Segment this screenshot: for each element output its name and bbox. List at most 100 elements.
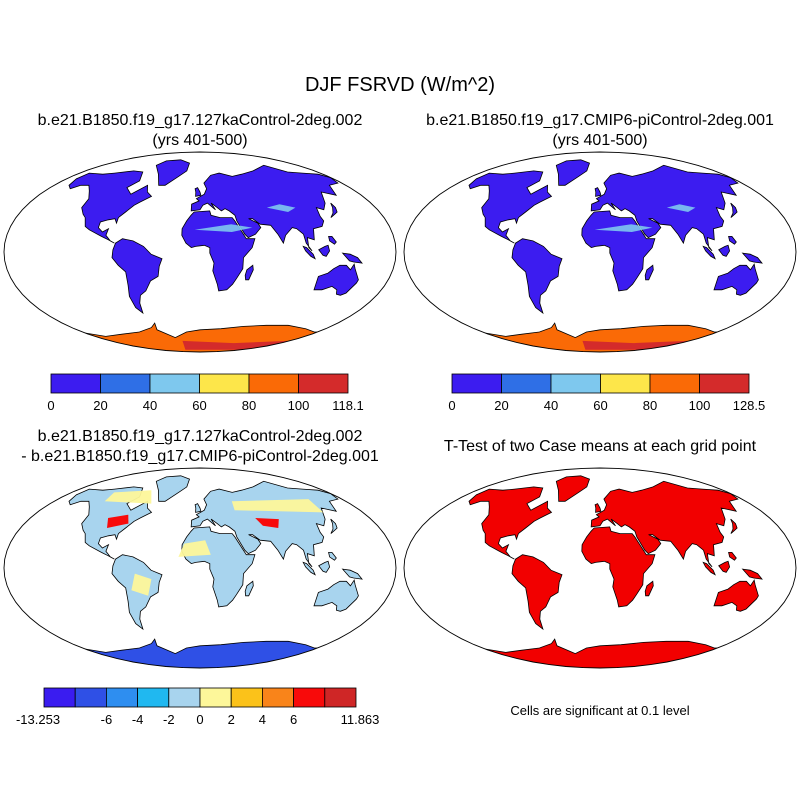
colorbar-label: 2 xyxy=(228,712,235,727)
colorbar-swatch xyxy=(149,373,200,394)
positive-anomaly xyxy=(178,540,211,557)
colorbar-b: 0 20 40 60 80 100 128.5 xyxy=(448,373,766,413)
colorbar-swatch xyxy=(50,373,101,394)
colorbar-swatch xyxy=(451,373,502,394)
land-sumatra xyxy=(302,561,316,576)
colorbar-label: 6 xyxy=(290,712,297,727)
desert-shading xyxy=(594,224,653,232)
colorbar-label: 40 xyxy=(544,398,558,413)
colorbar-label: -6 xyxy=(101,712,113,727)
colorbar-swatch xyxy=(649,373,700,394)
colorbar-label: 4 xyxy=(259,712,266,727)
panel-d-title: T-Test of two Case means at each grid po… xyxy=(400,437,800,457)
land-eurasia xyxy=(190,164,339,252)
warm-anomaly xyxy=(255,518,279,528)
land-great-britain xyxy=(194,187,202,197)
panel-b-title-line2: (yrs 401-500) xyxy=(552,132,648,149)
significance-note: Cells are significant at 0.1 level xyxy=(510,703,690,718)
land-south-america xyxy=(511,554,563,631)
panel-c-title-line1: b.e21.B1850.f19_g17.127kaControl-2deg.00… xyxy=(37,428,363,445)
colorbar-label: 60 xyxy=(593,398,607,413)
positive-anomaly xyxy=(104,490,152,504)
colorbar-label: 128.5 xyxy=(733,398,766,413)
land-greenland xyxy=(155,159,191,186)
land-north-america xyxy=(68,170,153,244)
land-south-america xyxy=(511,238,563,315)
land-japan xyxy=(330,518,338,534)
colorbar-swatch xyxy=(261,687,294,708)
colorbar-swatch xyxy=(100,373,151,394)
colorbar-label: 80 xyxy=(242,398,256,413)
colorbar-swatch xyxy=(699,373,750,394)
colorbar-label: 40 xyxy=(143,398,157,413)
land-great-britain xyxy=(194,503,202,513)
land-borneo xyxy=(718,560,731,573)
map-panel-d xyxy=(403,467,797,669)
panel-a-title: b.e21.B1850.f19_g17.127kaControl-2deg.00… xyxy=(0,111,400,151)
land-madagascar xyxy=(244,580,254,597)
colorbar-swatch xyxy=(324,687,357,708)
land-eurasia xyxy=(590,164,739,252)
land-new-guinea xyxy=(341,568,363,580)
land-japan xyxy=(730,518,738,534)
land-borneo xyxy=(318,244,331,257)
colorbar-swatch xyxy=(74,687,107,708)
land-madagascar xyxy=(644,580,654,597)
panel-a-title-line1: b.e21.B1850.f19_g17.127kaControl-2deg.00… xyxy=(37,112,363,129)
colorbar-label: -13.253 xyxy=(16,712,60,727)
land-new-guinea xyxy=(341,252,363,264)
panel-c-title-line2: - b.e21.B1850.f19_g17.CMIP6-piControl-2d… xyxy=(21,448,379,465)
colorbar-swatch xyxy=(168,687,201,708)
desert-shading xyxy=(666,204,696,212)
colorbar-label: 11.863 xyxy=(341,712,380,727)
colorbar-swatch xyxy=(550,373,601,394)
land-indochina-islands xyxy=(728,552,737,561)
land-japan xyxy=(330,202,338,218)
warm-anomaly xyxy=(107,514,129,528)
map-border xyxy=(403,467,797,669)
map-panel-b xyxy=(403,151,797,353)
panel-b-title-line1: b.e21.B1850.f19_g17.CMIP6-piControl-2deg… xyxy=(426,112,774,129)
colorbar-swatch xyxy=(600,373,651,394)
land-eurasia xyxy=(590,480,739,568)
land-sumatra xyxy=(302,245,316,260)
colorbar-a: 0 20 40 60 80 100 118.1 xyxy=(47,373,364,413)
colorbar-label: 80 xyxy=(643,398,657,413)
colorbar-label: 100 xyxy=(288,398,310,413)
colorbar-swatch xyxy=(199,687,232,708)
land-australia xyxy=(713,263,759,296)
colorbar-swatch xyxy=(230,687,263,708)
panel-d-title-line1: T-Test of two Case means at each grid po… xyxy=(443,438,757,455)
land-japan xyxy=(730,202,738,218)
colorbar-swatch xyxy=(248,373,299,394)
colorbar-label: -2 xyxy=(163,712,175,727)
map-border xyxy=(3,151,397,353)
colorbar-swatch xyxy=(293,687,326,708)
land-greenland xyxy=(155,475,191,502)
land-australia xyxy=(313,579,359,612)
colorbar-label: 60 xyxy=(192,398,206,413)
land-great-britain xyxy=(594,503,602,513)
land-great-britain xyxy=(594,187,602,197)
colorbar-label: 0 xyxy=(448,398,455,413)
land-australia xyxy=(713,579,759,612)
colorbar-swatch xyxy=(501,373,552,394)
colorbar-label: 20 xyxy=(93,398,107,413)
land-borneo xyxy=(718,244,731,257)
desert-shading xyxy=(194,224,253,232)
colorbar-swatch xyxy=(137,687,170,708)
land-africa xyxy=(581,526,656,608)
colorbar-label: -4 xyxy=(132,712,144,727)
land-madagascar xyxy=(644,264,654,281)
land-greenland xyxy=(555,475,591,502)
land-sumatra xyxy=(702,561,716,576)
land-australia xyxy=(313,263,359,296)
land-sumatra xyxy=(702,245,716,260)
colorbar-label: 0 xyxy=(196,712,203,727)
land-north-america xyxy=(468,170,553,244)
positive-anomaly xyxy=(131,573,152,596)
land-new-guinea xyxy=(741,252,763,264)
colorbar-c: -13.253 -6 -4 -2 0 2 4 6 11.863 xyxy=(16,687,380,727)
land-north-america xyxy=(468,486,553,560)
